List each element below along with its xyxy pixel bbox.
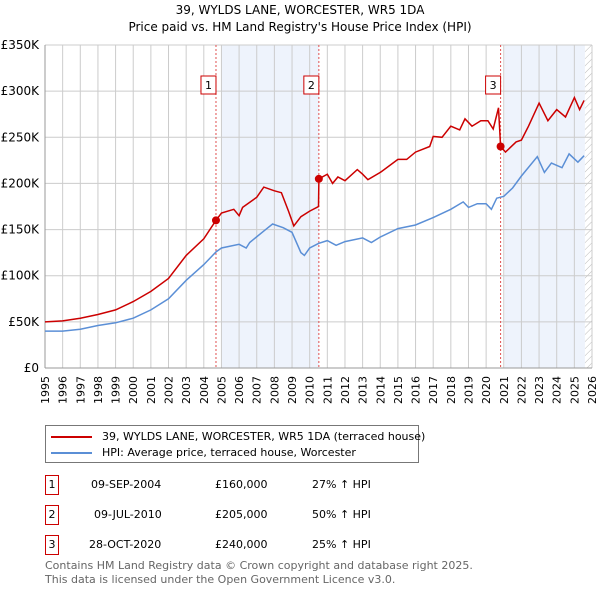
x-tick-label: 2023 bbox=[533, 376, 546, 404]
chart-title: 39, WYLDS LANE, WORCESTER, WR5 1DA bbox=[175, 3, 425, 17]
y-tick-label: £0 bbox=[24, 361, 39, 375]
shaded-period bbox=[504, 45, 585, 368]
x-tick-label: 1998 bbox=[92, 376, 105, 404]
legend-item-property: 39, WYLDS LANE, WORCESTER, WR5 1DA (terr… bbox=[51, 430, 425, 443]
y-tick-label: £200K bbox=[1, 176, 41, 190]
x-tick-label: 2011 bbox=[321, 376, 334, 404]
sale-row: 3 28-OCT-2020 £240,000 25% ↑ HPI bbox=[45, 535, 445, 555]
x-tick-label: 2013 bbox=[357, 376, 370, 404]
sale-label: 3 bbox=[490, 79, 497, 92]
y-tick-label: £100K bbox=[1, 269, 41, 283]
sale-point bbox=[496, 142, 505, 151]
sale-date: 28-OCT-2020 bbox=[89, 538, 162, 551]
series-line bbox=[45, 152, 585, 332]
y-tick-label: £150K bbox=[1, 223, 41, 237]
sale-row: 1 09-SEP-2004 £160,000 27% ↑ HPI bbox=[45, 475, 445, 495]
legend-label: 39, WYLDS LANE, WORCESTER, WR5 1DA (terr… bbox=[102, 430, 426, 443]
sale-label-box bbox=[485, 75, 502, 95]
x-tick-label: 2000 bbox=[127, 376, 140, 404]
x-tick-label: 2007 bbox=[251, 376, 264, 404]
x-tick-label: 1997 bbox=[74, 376, 87, 404]
x-tick-label: 2010 bbox=[304, 376, 317, 404]
y-tick-label: £300K bbox=[1, 84, 41, 98]
legend-item-hpi: HPI: Average price, terraced house, Worc… bbox=[51, 446, 356, 459]
y-tick-label: £250K bbox=[1, 130, 41, 144]
x-tick-label: 2005 bbox=[215, 376, 228, 404]
chart-subtitle: Price paid vs. HM Land Registry's House … bbox=[128, 20, 472, 34]
legend-swatch-red bbox=[51, 435, 92, 438]
x-tick-label: 2008 bbox=[268, 376, 281, 404]
x-tick-label: 2022 bbox=[515, 376, 528, 404]
x-tick-label: 2019 bbox=[462, 376, 475, 404]
x-tick-label: 2020 bbox=[480, 376, 493, 404]
sale-row: 2 09-JUL-2010 £205,000 50% ↑ HPI bbox=[45, 505, 445, 525]
x-tick-label: 2025 bbox=[568, 376, 581, 404]
sale-price: £205,000 bbox=[215, 508, 268, 521]
sale-date: 09-SEP-2004 bbox=[91, 478, 162, 491]
footer-copyright: Contains HM Land Registry data © Crown c… bbox=[45, 559, 473, 572]
sale-marker-badge: 3 bbox=[45, 535, 59, 555]
x-tick-label: 2024 bbox=[551, 376, 564, 404]
sale-label: 1 bbox=[205, 79, 212, 92]
shaded-period bbox=[221, 45, 319, 368]
series-line bbox=[44, 95, 585, 323]
sale-label-box bbox=[200, 75, 217, 95]
sale-point bbox=[314, 174, 323, 183]
sale-hpi-delta: 25% ↑ HPI bbox=[312, 538, 371, 551]
x-tick-label: 2014 bbox=[374, 376, 387, 404]
legend: 39, WYLDS LANE, WORCESTER, WR5 1DA (terr… bbox=[45, 425, 425, 463]
x-tick-label: 2002 bbox=[163, 376, 176, 404]
x-tick-label: 1996 bbox=[57, 376, 70, 404]
x-tick-label: 2016 bbox=[410, 376, 423, 404]
x-tick-label: 2009 bbox=[286, 376, 299, 404]
x-tick-label: 2006 bbox=[233, 376, 246, 404]
x-tick-label: 2026 bbox=[586, 376, 599, 404]
x-tick-label: 2015 bbox=[392, 376, 405, 404]
sale-marker-badge: 1 bbox=[45, 475, 59, 495]
x-tick-label: 2018 bbox=[445, 376, 458, 404]
forecast-hatch bbox=[584, 45, 592, 368]
plot-area: 1995 1996 1997 1998 1999 2000 2001 2002 2003 2004… bbox=[1, 38, 599, 404]
sale-marker-badge: 2 bbox=[45, 505, 59, 525]
legend-label: HPI: Average price, terraced house, Worc… bbox=[102, 446, 356, 459]
sale-label-box bbox=[303, 75, 320, 95]
y-tick-label: £50K bbox=[8, 315, 40, 329]
x-tick-label: 2001 bbox=[145, 376, 158, 404]
legend-swatch-blue bbox=[51, 451, 92, 454]
sale-label: 2 bbox=[308, 79, 315, 92]
sale-price: £160,000 bbox=[215, 478, 268, 491]
x-tick-label: 1995 bbox=[39, 376, 52, 404]
x-tick-label: 1999 bbox=[110, 376, 123, 404]
sale-hpi-delta: 27% ↑ HPI bbox=[312, 478, 371, 491]
sale-hpi-delta: 50% ↑ HPI bbox=[312, 508, 371, 521]
x-tick-label: 2021 bbox=[498, 376, 511, 404]
x-tick-label: 2012 bbox=[339, 376, 352, 404]
sale-price: £240,000 bbox=[215, 538, 268, 551]
y-tick-label: £350K bbox=[1, 38, 41, 52]
sale-point bbox=[211, 216, 220, 225]
x-tick-label: 2017 bbox=[427, 376, 440, 404]
x-tick-label: 2004 bbox=[198, 376, 211, 404]
x-tick-label: 2003 bbox=[180, 376, 193, 404]
sale-date: 09-JUL-2010 bbox=[94, 508, 162, 521]
footer-licence: This data is licensed under the Open Gov… bbox=[45, 573, 396, 586]
